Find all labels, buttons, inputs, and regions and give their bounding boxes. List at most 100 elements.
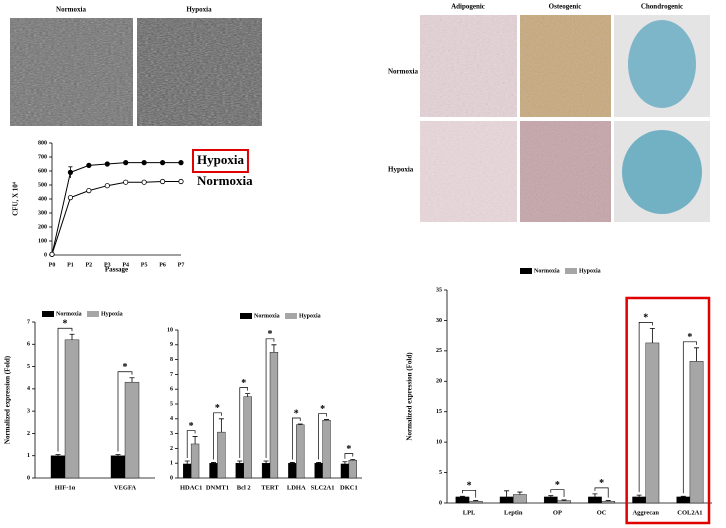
column-label: Hypoxia [186,6,212,14]
significance-bracket [57,327,73,452]
x-tick-label: P3 [104,262,111,268]
bar [190,443,200,479]
x-tick-label: Leptin [504,509,523,516]
chart: 0 100 200 300 400 500 600 700 800 CFU, X 10⁴ P0 P1 P… [12,140,253,273]
differentiation-images: Adipogenic Osteogenic Chondrogenic Normo… [388,3,710,222]
x-tick-label: P5 [141,262,148,268]
y-tick-label: 9 [170,342,173,348]
micrograph-texture [520,15,611,117]
x-tick-label: OC [597,509,607,516]
y-tick-label: 4 [170,416,173,422]
significance-mark: * [555,480,560,491]
significance-bracket [462,489,477,498]
micrograph-texture [10,18,133,126]
significance-bracket [213,412,222,460]
significance-bracket [594,487,609,498]
error-bar [459,495,465,497]
legend-highlight [192,149,249,173]
highlight-box [625,296,711,525]
legend-swatch [520,268,532,274]
error-bar [289,462,295,464]
error-bar [592,493,598,497]
significance-mark: * [320,404,325,415]
marker [123,179,129,185]
error-bar [316,462,322,464]
significance-mark: * [687,332,692,343]
x-tick-label: HDAC1 [180,484,202,491]
legend-swatch [565,268,577,274]
error-bar [69,333,75,340]
y-tick-label: 35 [436,287,442,293]
error-bar [548,495,554,497]
legend-label: Normoxia [254,313,280,319]
y-axis-label: Normalized expression (Fold) [406,352,414,441]
x-tick-label: DNMT1 [206,484,229,491]
marker [104,161,110,167]
legend-label: Hypoxia [197,152,244,167]
x-tick-label: P4 [122,262,129,268]
error-bar [115,454,121,456]
micrograph-texture [137,18,262,126]
x-tick-label: VEGFA [114,484,137,491]
bar [314,463,323,479]
bar [209,463,218,479]
marker [178,178,184,185]
y-tick-label: 1 [170,461,173,467]
error-bar [210,462,216,464]
error-bar [297,423,303,425]
marker [86,162,92,168]
y-tick-label: 700 [38,154,47,160]
y-tick-label: 7 [170,372,173,378]
error-bar [218,418,224,433]
y-axis-label: CFU, X 10⁴ [12,181,20,216]
x-tick-label: Aggrecan [632,509,659,516]
bar [455,496,470,504]
y-tick-label: 800 [38,140,47,146]
bar [110,455,126,479]
error-bar [350,459,356,461]
bar [632,496,646,504]
bar [235,463,244,479]
significance-mark: * [215,403,220,414]
y-tick-label: 600 [38,168,47,174]
bar [348,460,357,479]
error-bar [245,393,251,397]
bar [296,424,305,479]
error-bar [129,377,135,383]
x-tick-label: P6 [159,262,166,268]
significance-mark: * [268,329,273,340]
y-tick-label: 0 [439,500,442,506]
error-bar [55,454,61,456]
phase-images: Normoxia Hypoxia [10,6,262,126]
y-tick-label: 0 [44,252,47,258]
significance-bracket [318,413,327,460]
y-tick-label: 400 [38,196,47,202]
error-bar [237,460,243,464]
y-tick-label: 200 [38,224,47,230]
y-tick-label: 3 [170,431,173,437]
column-label: Osteogenic [549,3,582,11]
bar [513,494,527,504]
y-tick-label: 8 [170,357,173,363]
x-tick-label: TERT [261,484,279,491]
error-bar [324,419,330,421]
significance-bracket [638,321,653,493]
significance-mark: * [189,421,194,432]
bar [645,342,660,504]
marker [49,251,55,257]
y-tick-label: 15 [436,409,442,415]
marker [86,188,92,194]
bar [269,352,279,479]
y-tick-label: 500 [38,182,47,188]
error-bar [504,490,510,497]
error-bar [649,327,655,343]
significance-bracket [186,430,196,458]
marker [67,169,74,175]
x-tick-label: P0 [49,262,56,268]
significance-mark: * [346,444,351,455]
legend-label: Hypoxia [579,268,601,274]
significance-mark: * [599,478,604,489]
error-bar [694,347,700,362]
legend-label: Normoxia [56,311,82,317]
